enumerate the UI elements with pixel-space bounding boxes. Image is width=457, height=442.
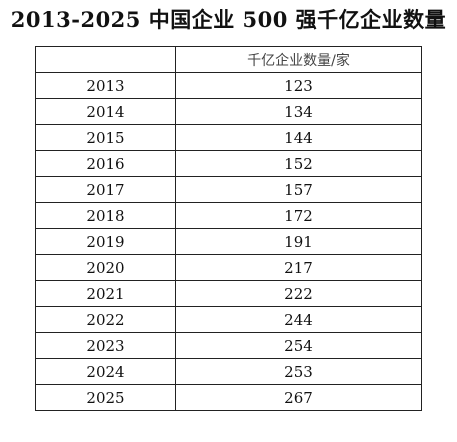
table-row: 2016 152	[35, 150, 422, 177]
count-cell: 123	[175, 72, 422, 99]
page-title: 2013-2025 中国企业 500 强千亿企业数量	[10, 7, 447, 32]
table-row: 2021 222	[35, 280, 422, 307]
table-row: 2025 267	[35, 384, 422, 411]
count-cell: 191	[175, 228, 422, 255]
table-row: 2022 244	[35, 306, 422, 333]
count-cell: 244	[175, 306, 422, 333]
count-cell: 222	[175, 280, 422, 307]
year-cell: 2018	[35, 202, 176, 229]
year-cell: 2016	[35, 150, 176, 177]
count-cell: 254	[175, 332, 422, 359]
year-cell: 2020	[35, 254, 176, 281]
count-cell: 134	[175, 98, 422, 125]
table-row: 2013 123	[35, 72, 422, 99]
table-row: 2019 191	[35, 228, 422, 255]
year-cell: 2015	[35, 124, 176, 151]
year-cell: 2014	[35, 98, 176, 125]
count-cell: 172	[175, 202, 422, 229]
year-cell: 2024	[35, 358, 176, 385]
year-cell: 2023	[35, 332, 176, 359]
count-cell: 152	[175, 150, 422, 177]
year-cell: 2022	[35, 306, 176, 333]
column-header-count: 千亿企业数量/家	[175, 46, 422, 73]
year-cell: 2017	[35, 176, 176, 203]
table-row: 2024 253	[35, 358, 422, 385]
count-cell: 217	[175, 254, 422, 281]
table-header-row: 千亿企业数量/家	[35, 46, 422, 73]
year-cell: 2025	[35, 384, 176, 411]
table-row: 2014 134	[35, 98, 422, 125]
year-cell: 2021	[35, 280, 176, 307]
count-cell: 253	[175, 358, 422, 385]
count-cell: 267	[175, 384, 422, 411]
table-row: 2017 157	[35, 176, 422, 203]
table-row: 2018 172	[35, 202, 422, 229]
table-row: 2023 254	[35, 332, 422, 359]
year-cell: 2019	[35, 228, 176, 255]
column-header-year	[35, 46, 176, 73]
data-table: 千亿企业数量/家 2013 123 2014 134 2015 144 2016…	[35, 46, 422, 411]
year-cell: 2013	[35, 72, 176, 99]
count-cell: 157	[175, 176, 422, 203]
count-cell: 144	[175, 124, 422, 151]
table-row: 2020 217	[35, 254, 422, 281]
table-row: 2015 144	[35, 124, 422, 151]
